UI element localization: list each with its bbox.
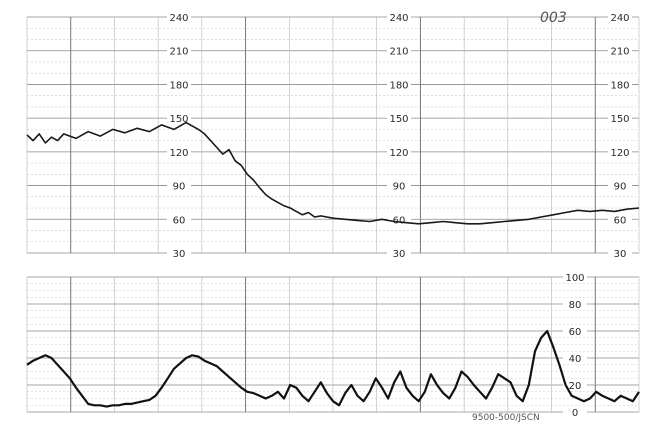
y-tick-label: 60: [569, 327, 582, 338]
y-tick-label: 210: [169, 47, 188, 58]
tick-label-backdrop: [387, 44, 411, 56]
y-tick-label: 210: [389, 47, 408, 58]
y-tick-label: 180: [389, 80, 408, 91]
fhr-grid: [26, 16, 640, 254]
ua-series: [26, 329, 640, 408]
series-line: [26, 121, 640, 225]
y-tick-label: 60: [173, 215, 186, 226]
tick-label-backdrop: [563, 352, 587, 363]
y-tick-label: 60: [614, 215, 627, 226]
tick-label-backdrop: [167, 112, 191, 124]
fhr-tick-labels: 240 210 180 150 120 90 60 30 240 210 180 150 120 90 60…: [167, 11, 632, 260]
strip-annotation: 003: [540, 10, 567, 26]
y-tick-label: 90: [614, 182, 627, 193]
y-tick-label: 240: [610, 13, 629, 24]
tick-label-backdrop: [608, 11, 632, 22]
tick-label-backdrop: [563, 298, 587, 309]
tick-label-backdrop: [608, 145, 632, 157]
y-tick-label: 80: [569, 300, 582, 311]
y-tick-label: 210: [610, 47, 629, 58]
tick-label-backdrop: [608, 179, 632, 191]
tick-label-backdrop: [167, 11, 191, 22]
y-tick-label: 150: [169, 114, 188, 125]
y-tick-label: 20: [569, 381, 582, 392]
y-tick-label: 30: [173, 249, 186, 260]
y-tick-label: 150: [389, 114, 408, 125]
tick-label-backdrop: [563, 379, 587, 390]
tick-label-backdrop: [387, 78, 411, 90]
tick-label-backdrop: [387, 112, 411, 124]
tick-label-backdrop: [563, 325, 587, 336]
ua-panel: 100 80 60 40 20 0 9500-500/JSCN: [26, 271, 640, 423]
series-line: [26, 329, 640, 408]
y-tick-label: 240: [389, 13, 408, 24]
y-tick-label: 90: [393, 182, 406, 193]
tick-label-backdrop: [608, 78, 632, 90]
tick-label-backdrop: [167, 213, 191, 225]
tick-label-backdrop: [387, 213, 411, 225]
y-tick-label: 120: [610, 148, 629, 159]
y-tick-label: 240: [169, 13, 188, 24]
y-tick-label: 40: [569, 354, 582, 365]
tick-label-backdrop: [608, 213, 632, 225]
tick-label-backdrop: [167, 179, 191, 191]
ua-tick-labels: 100 80 60 40 20 0: [563, 271, 587, 419]
y-tick-label: 180: [610, 80, 629, 91]
tick-label-backdrop: [167, 78, 191, 90]
y-tick-label: 0: [572, 408, 578, 419]
tick-label-backdrop: [608, 44, 632, 56]
tick-label-backdrop: [387, 145, 411, 157]
y-tick-label: 120: [169, 148, 188, 159]
y-tick-label: 100: [565, 273, 584, 284]
y-tick-label: 60: [393, 215, 406, 226]
y-tick-label: 30: [393, 249, 406, 260]
tick-label-backdrop: [563, 406, 587, 417]
tick-label-backdrop: [167, 145, 191, 157]
y-tick-label: 120: [389, 148, 408, 159]
y-tick-label: 90: [173, 182, 186, 193]
ua-grid: [26, 276, 640, 413]
fhr-series: [26, 121, 640, 225]
fhr-panel: 240 210 180 150 120 90 60 30 240 210 180 150 120 90 60…: [26, 10, 640, 260]
tick-label-backdrop: [387, 179, 411, 191]
ua-footer-text: 9500-500/JSCN: [472, 413, 540, 423]
tick-label-backdrop: [167, 247, 191, 258]
tick-label-backdrop: [563, 271, 587, 282]
tick-label-backdrop: [167, 44, 191, 56]
y-tick-label: 180: [169, 80, 188, 91]
tick-label-backdrop: [387, 11, 411, 22]
y-tick-label: 150: [610, 114, 629, 125]
y-tick-label: 30: [614, 249, 627, 260]
tick-label-backdrop: [608, 112, 632, 124]
tick-label-backdrop: [608, 247, 632, 258]
tick-label-backdrop: [387, 247, 411, 258]
